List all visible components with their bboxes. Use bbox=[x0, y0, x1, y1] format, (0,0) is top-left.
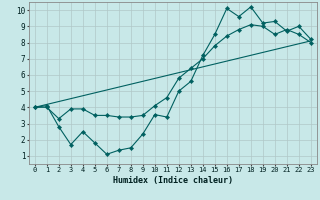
X-axis label: Humidex (Indice chaleur): Humidex (Indice chaleur) bbox=[113, 176, 233, 185]
